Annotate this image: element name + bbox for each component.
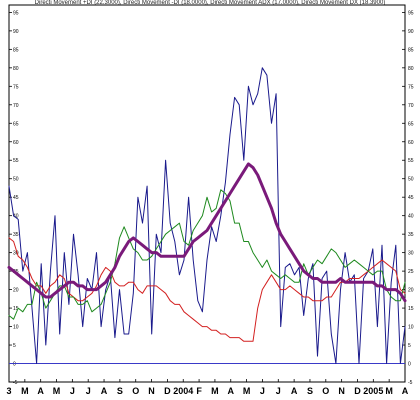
series-line-0 xyxy=(8,67,406,364)
y-tick-label-right: 45 xyxy=(408,195,414,201)
y-tick-label-left: 75 xyxy=(13,84,19,90)
y-tick-label-right: 50 xyxy=(408,177,414,183)
chart-title: Directi Movement +DI (22.3000), Directi … xyxy=(34,0,386,6)
x-tick-label: A xyxy=(101,386,108,396)
y-tick-label-right: 85 xyxy=(408,47,414,53)
series-line-1 xyxy=(8,237,406,342)
y-tick-label-right: 75 xyxy=(408,84,414,90)
y-tick-label-left: 20 xyxy=(13,288,19,294)
y-tick-label-left: 85 xyxy=(13,47,19,53)
y-tick-label-left: 55 xyxy=(13,158,19,164)
x-tick-label: S xyxy=(307,386,313,396)
y-tick-label-left: 30 xyxy=(13,251,19,257)
x-tick-label: F xyxy=(196,386,202,396)
x-tick-label: 2004 xyxy=(173,386,193,396)
y-tick-label-right: 10 xyxy=(408,325,414,331)
x-tick-label: N xyxy=(148,386,155,396)
y-tick-label-left: 10 xyxy=(13,325,19,331)
x-tick-label: O xyxy=(132,386,139,396)
y-tick-label-right: 25 xyxy=(408,269,414,275)
x-tick-label: M xyxy=(53,386,61,396)
y-tick-label-left: 95 xyxy=(13,10,19,16)
x-tick-label: N xyxy=(338,386,345,396)
y-tick-label-left: 80 xyxy=(13,66,19,72)
x-tick-label: M xyxy=(21,386,29,396)
y-tick-label-left: 70 xyxy=(13,103,19,109)
x-tick-label: J xyxy=(276,386,281,396)
y-tick-label-right: 80 xyxy=(408,66,414,72)
y-tick-label-right: -5 xyxy=(408,380,413,386)
x-tick-label: A xyxy=(37,386,44,396)
series-line-3 xyxy=(7,162,407,303)
y-tick-label-right: 5 xyxy=(408,343,411,349)
x-tick-label: J xyxy=(86,386,91,396)
plot-frame xyxy=(8,4,406,383)
x-tick-label: 3 xyxy=(6,386,11,396)
y-tick-label-left: 90 xyxy=(13,29,19,35)
y-tick-label-right: 0 xyxy=(408,362,411,368)
y-tick-label-left: 50 xyxy=(13,177,19,183)
y-tick-label-right: 40 xyxy=(408,214,414,220)
x-tick-label: A xyxy=(402,386,409,396)
y-tick-label-left: 45 xyxy=(13,195,19,201)
y-tick-label-right: 20 xyxy=(408,288,414,294)
x-tick-label: A xyxy=(291,386,298,396)
y-tick-label-left: 15 xyxy=(13,306,19,312)
y-tick-label-right: 95 xyxy=(408,10,414,16)
y-tick-label-right: 55 xyxy=(408,158,414,164)
y-tick-label-right: 30 xyxy=(408,251,414,257)
y-tick-label-left: -5 xyxy=(13,380,18,386)
x-tick-label: D xyxy=(354,386,361,396)
x-tick-label: J xyxy=(260,386,265,396)
y-tick-label-right: 90 xyxy=(408,29,414,35)
x-tick-label: D xyxy=(164,386,171,396)
y-tick-label-right: 15 xyxy=(408,306,414,312)
y-tick-label-left: 35 xyxy=(13,232,19,238)
x-tick-label: S xyxy=(117,386,123,396)
x-tick-label: A xyxy=(228,386,235,396)
y-tick-label-right: 60 xyxy=(408,140,414,146)
y-tick-label-left: 40 xyxy=(13,214,19,220)
y-tick-label-right: 35 xyxy=(408,232,414,238)
y-tick-label-left: 60 xyxy=(13,140,19,146)
y-tick-label-left: 0 xyxy=(13,362,16,368)
y-tick-label-left: 65 xyxy=(13,121,19,127)
y-tick-label-right: 70 xyxy=(408,103,414,109)
x-tick-label: M xyxy=(211,386,219,396)
x-tick-label: M xyxy=(243,386,251,396)
x-tick-label: 2005 xyxy=(363,386,383,396)
y-tick-label-right: 65 xyxy=(408,121,414,127)
x-tick-label: O xyxy=(322,386,329,396)
y-tick-label-left: 5 xyxy=(13,343,16,349)
x-tick-label: J xyxy=(70,386,75,396)
x-tick-label: M xyxy=(385,386,393,396)
series-line-2 xyxy=(8,189,406,320)
